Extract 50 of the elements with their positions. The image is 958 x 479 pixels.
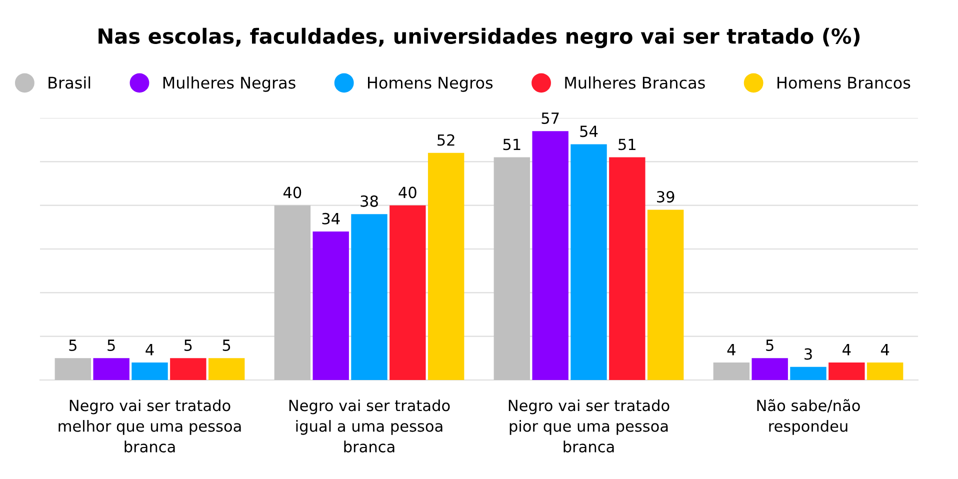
legend-label: Mulheres Brancas	[565, 76, 705, 89]
data-label: 5	[222, 340, 230, 352]
data-label: 39	[657, 191, 674, 203]
bar	[54, 358, 92, 380]
data-label: 57	[542, 112, 559, 124]
data-label: 52	[438, 134, 454, 146]
bar	[609, 157, 646, 380]
legend-label: Mulheres Negras	[163, 76, 296, 92]
data-label: 4	[880, 344, 890, 356]
bar	[532, 131, 568, 380]
bar	[351, 214, 388, 380]
bar	[647, 210, 684, 380]
data-label: 51	[618, 138, 636, 150]
bar	[132, 362, 168, 380]
data-label: 5	[766, 340, 774, 352]
data-label: 54	[580, 126, 598, 138]
bar	[208, 358, 245, 380]
bar	[274, 205, 311, 380]
x-tick-label: Negro vai ser tratado pior que uma pessoa branca	[508, 399, 670, 452]
bar	[570, 144, 607, 380]
data-label: 40	[398, 186, 416, 198]
chart-title: Nas escolas, faculdades, universidades negro vai ser tratado (%)	[98, 28, 860, 48]
data-label: 5	[184, 340, 192, 352]
legend-label: Brasil	[48, 76, 90, 89]
bar	[170, 358, 206, 380]
bar	[494, 157, 530, 380]
bar	[93, 358, 130, 380]
data-label: 5	[69, 340, 76, 352]
data-label: 38	[360, 195, 378, 207]
x-tick-label: Negro vai ser tratado igual a uma pessoa branca	[289, 399, 450, 452]
data-label: 51	[503, 138, 520, 150]
data-label: 4	[146, 344, 154, 356]
data-label: 4	[727, 344, 736, 356]
bar	[828, 362, 865, 380]
data-label: 34	[322, 212, 340, 224]
data-label: 4	[842, 344, 851, 356]
bar	[390, 205, 426, 380]
bar	[428, 152, 464, 380]
bar	[866, 362, 904, 380]
data-label: 5	[108, 340, 115, 352]
bar	[713, 362, 750, 380]
legend-label: Homens Negros	[368, 76, 493, 92]
data-label: 40	[283, 186, 302, 198]
bar	[312, 232, 349, 380]
x-tick-label: Não sabe/não respondeu	[757, 399, 860, 435]
data-label: 3	[804, 348, 812, 360]
legend-label: Homens Brancos	[778, 76, 910, 89]
bar	[752, 358, 788, 380]
bar	[790, 366, 826, 380]
x-tick-label: Negro vai ser tratado melhor que uma pessoa branca	[58, 399, 241, 452]
